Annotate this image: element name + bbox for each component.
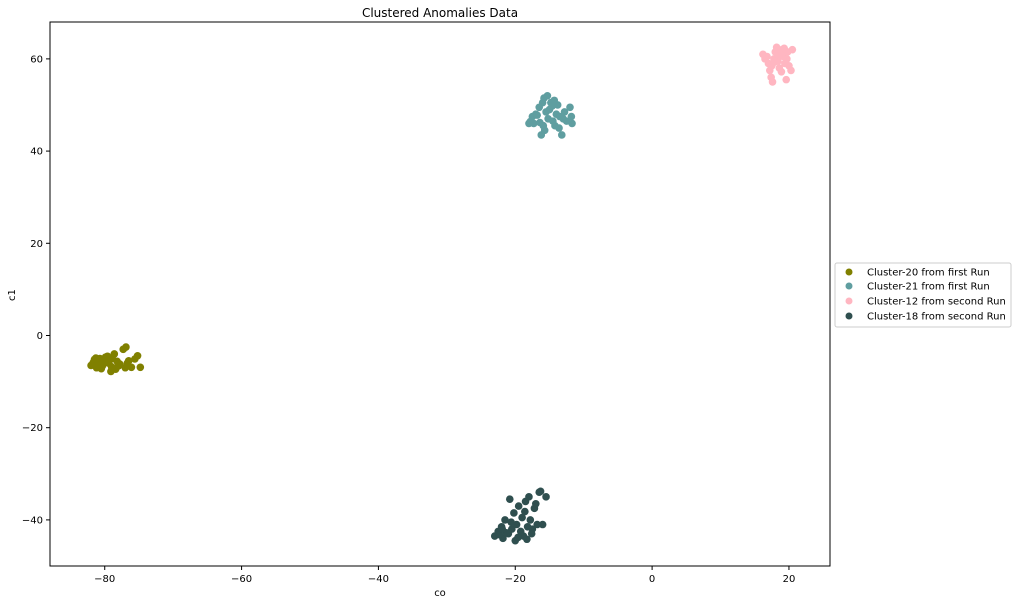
legend-entry: Cluster-21 from first Run xyxy=(845,282,990,293)
legend-label: Cluster-12 from second Run xyxy=(867,297,1006,308)
legend-marker xyxy=(845,297,853,305)
data-point xyxy=(550,96,559,105)
data-point xyxy=(560,108,569,116)
data-point xyxy=(525,493,533,501)
data-point xyxy=(533,520,541,529)
y-axis-label: c1 xyxy=(7,289,18,301)
y-tick-label: 0 xyxy=(37,331,43,342)
x-axis-label: co xyxy=(434,588,446,599)
data-point xyxy=(782,75,791,84)
data-point xyxy=(788,45,797,54)
data-point xyxy=(777,67,786,76)
data-point xyxy=(538,520,547,529)
series-1 xyxy=(87,343,145,376)
data-point xyxy=(498,525,507,533)
x-axis: −80 −60 −40 −20 0 20 xyxy=(94,566,795,585)
legend-entry: Cluster-20 from first Run xyxy=(845,268,990,279)
legend-label: Cluster-18 from second Run xyxy=(867,312,1006,323)
data-point xyxy=(555,124,563,132)
x-tick-label: −60 xyxy=(231,574,252,585)
legend: Cluster-20 from first Run Cluster-21 fro… xyxy=(834,262,1012,328)
legend-label: Cluster-20 from first Run xyxy=(867,268,990,279)
data-point xyxy=(770,58,779,66)
data-point xyxy=(531,499,540,508)
data-point xyxy=(526,516,535,524)
data-point xyxy=(568,119,576,128)
data-point xyxy=(122,343,130,351)
data-point xyxy=(96,363,105,371)
y-tick-label: −20 xyxy=(22,423,43,434)
data-point xyxy=(514,533,522,542)
data-point xyxy=(768,78,777,86)
data-point xyxy=(501,516,509,524)
x-tick-label: −80 xyxy=(94,574,115,585)
data-point xyxy=(101,353,110,361)
x-tick-label: 0 xyxy=(649,574,655,585)
legend-marker xyxy=(845,268,853,276)
data-point xyxy=(136,363,145,372)
plot-frame xyxy=(49,21,831,567)
legend-entry: Cluster-12 from second Run xyxy=(845,297,1006,308)
data-point xyxy=(533,111,541,119)
data-point xyxy=(92,354,100,362)
legend-marker xyxy=(845,282,853,290)
points-layer xyxy=(87,43,797,545)
data-point xyxy=(542,493,550,501)
data-point xyxy=(514,502,523,510)
y-tick-label: 40 xyxy=(30,147,43,158)
data-point xyxy=(557,131,566,139)
legend-entry: Cluster-18 from second Run xyxy=(845,312,1006,323)
data-point xyxy=(787,66,795,75)
data-point xyxy=(567,112,576,121)
data-point xyxy=(780,44,788,53)
series-2 xyxy=(525,91,576,139)
y-tick-label: 20 xyxy=(30,239,43,250)
data-point xyxy=(505,495,514,503)
data-point xyxy=(111,365,120,373)
data-point xyxy=(507,518,515,526)
data-point xyxy=(105,359,113,367)
data-point xyxy=(761,55,769,63)
data-point xyxy=(123,359,132,367)
data-point xyxy=(536,487,545,496)
x-tick-label: 20 xyxy=(783,574,796,585)
data-point xyxy=(543,91,552,100)
data-point xyxy=(508,525,516,533)
legend-box xyxy=(834,262,1012,328)
series-3 xyxy=(759,43,797,86)
series-4 xyxy=(490,487,550,545)
legend-label: Cluster-21 from first Run xyxy=(867,282,990,293)
data-point xyxy=(521,507,529,516)
x-tick-label: −40 xyxy=(368,574,389,585)
data-point xyxy=(523,535,531,544)
data-point xyxy=(774,51,783,59)
chart-title: Clustered Anomalies Data xyxy=(362,6,518,20)
data-point xyxy=(518,513,526,522)
data-point xyxy=(527,529,536,538)
data-point xyxy=(783,55,791,63)
y-tick-label: −40 xyxy=(22,515,43,526)
x-tick-label: −20 xyxy=(505,574,526,585)
y-axis: −40 −20 0 20 40 60 xyxy=(22,54,50,526)
data-point xyxy=(539,121,548,130)
data-point xyxy=(510,509,518,517)
legend-marker xyxy=(845,312,853,320)
data-point xyxy=(526,117,535,126)
data-point xyxy=(133,351,142,360)
y-tick-label: 60 xyxy=(30,54,43,65)
data-point xyxy=(566,103,574,112)
